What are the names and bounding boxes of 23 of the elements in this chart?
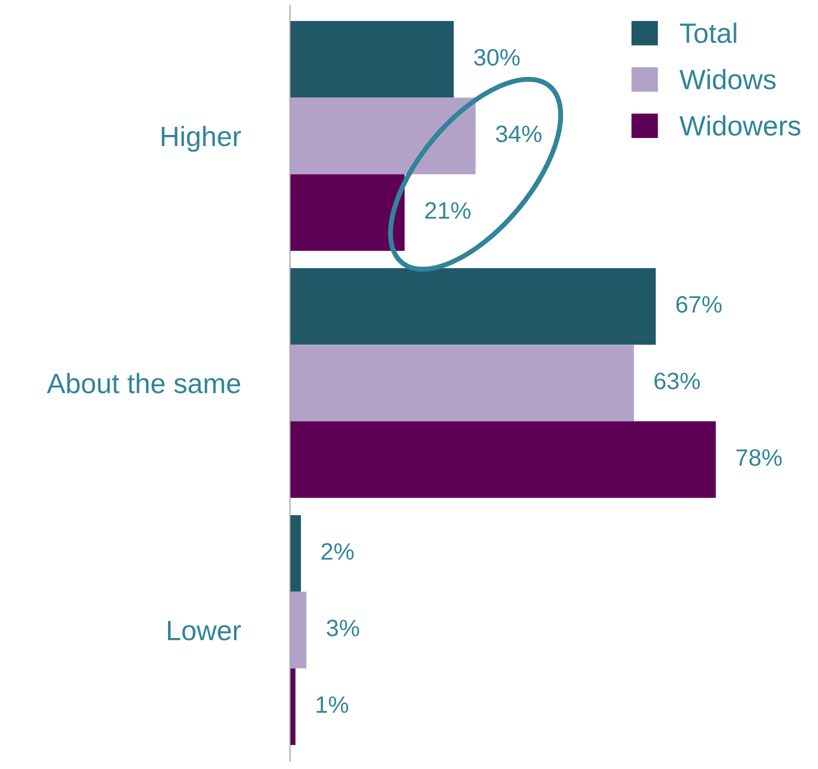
bar [290, 515, 301, 592]
data-label: 67% [676, 296, 722, 313]
bar [290, 21, 454, 98]
data-label: 30% [474, 48, 520, 66]
data-label: 63% [654, 372, 700, 390]
bar [290, 174, 405, 251]
y-tick-label: Higher [162, 126, 241, 152]
bar [290, 268, 656, 345]
bar [290, 344, 634, 422]
data-label: 78% [736, 449, 782, 466]
data-label: 1% [316, 696, 348, 713]
data-label: 34% [496, 126, 542, 142]
bar [290, 592, 306, 668]
data-label: 2% [322, 543, 354, 560]
data-label: 3% [326, 620, 360, 636]
legend-label: Widowers [680, 115, 800, 136]
bar [290, 421, 716, 498]
y-tick-label: Lower [168, 621, 241, 640]
legend-label: Widows [680, 68, 776, 90]
bar [290, 668, 296, 745]
legend-label: Total [680, 22, 736, 44]
y-tick-label: About the same [46, 372, 240, 394]
data-label: 21% [425, 202, 470, 219]
